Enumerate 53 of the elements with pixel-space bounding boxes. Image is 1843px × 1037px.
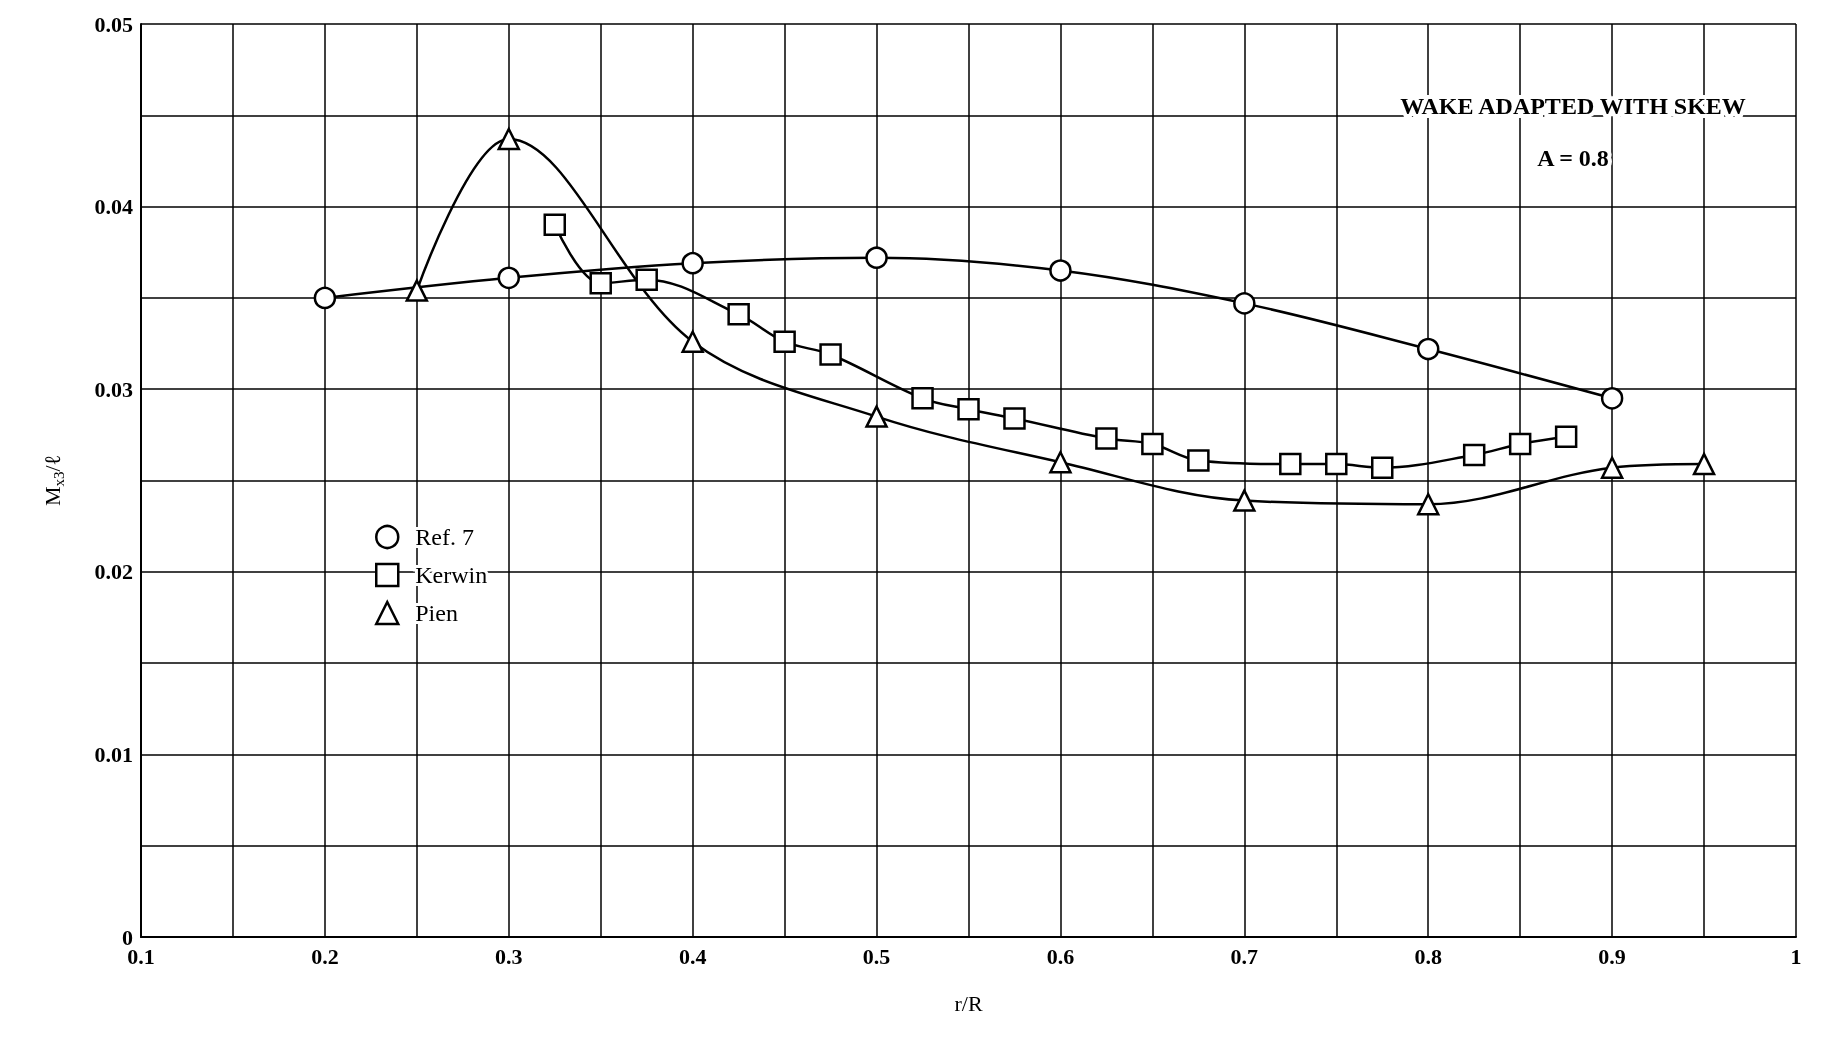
point [1187,449,1210,472]
y-tick-label: 0.02 [94,559,133,585]
y-tick-label: 0.01 [94,741,133,767]
x-axis-title: r/R [954,990,983,1016]
x-tick-label: 0.6 [1046,943,1075,969]
point [1600,387,1624,410]
y-tick-label: 0.05 [94,11,133,37]
point [1325,452,1348,476]
point [1095,427,1118,450]
point [865,405,888,428]
point [497,266,521,290]
x-tick-label: 0.3 [495,943,523,969]
point [543,213,566,237]
y-axis-title: Mx3/ℓ [40,454,67,507]
point [819,343,842,366]
point [1049,450,1072,474]
point [405,279,429,302]
x-tick-label: 0.8 [1414,943,1442,969]
point [1692,452,1716,476]
point [589,272,612,295]
point [865,246,888,269]
point [773,330,796,353]
y-tick-label: 0.04 [94,194,133,220]
point [1233,292,1256,315]
point [313,286,337,310]
point [1049,259,1072,282]
point [681,251,704,275]
y-tick-label: 0 [122,924,133,950]
point [497,127,521,151]
point [1279,452,1302,476]
annotation: A = 0.8 [1537,145,1609,171]
x-tick-label: 0.4 [678,943,707,969]
point [1554,425,1578,448]
point [1233,489,1256,512]
y-tick-label: 0.03 [94,376,133,402]
point [1416,492,1440,516]
point [1416,337,1440,361]
x-tick-label: 0.9 [1598,943,1626,969]
point [1600,456,1624,479]
x-tick-label: 0.5 [862,943,891,969]
point [1462,443,1486,467]
point [681,330,704,353]
point [911,387,934,410]
point [957,398,980,421]
point [635,268,658,291]
point [1371,456,1394,479]
point [1141,432,1164,456]
point [1508,432,1532,456]
point [727,303,750,326]
x-tick-label: 1 [1790,943,1802,969]
point [1003,407,1026,430]
x-tick-label: 0.2 [311,943,339,969]
x-tick-label: 0.7 [1230,943,1259,969]
